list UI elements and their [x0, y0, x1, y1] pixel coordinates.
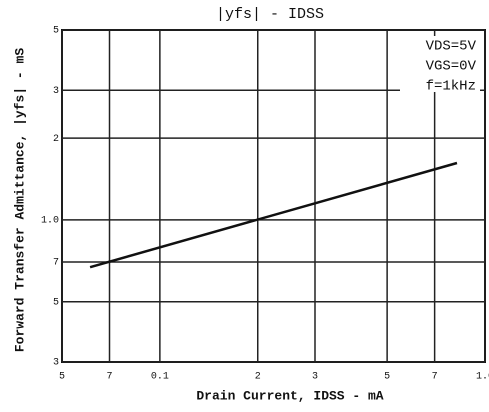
y-tick-label: 7 [53, 258, 59, 269]
x-tick-label: 7 [107, 372, 113, 383]
y-tick-label: 3 [53, 358, 59, 369]
annotation: VDS=5V [426, 39, 477, 55]
y-tick-label: 5 [53, 297, 59, 308]
x-axis-label: Drain Current, IDSS - mA [196, 388, 383, 403]
x-tick-label: 0.1 [151, 372, 169, 383]
x-tick-label: 5 [384, 372, 390, 383]
x-tick-label: 3 [312, 372, 318, 383]
x-tick-label: 5 [59, 372, 65, 383]
annotation: VGS=0V [426, 59, 477, 75]
y-tick-label: 5 [53, 26, 59, 37]
data-line [89, 161, 458, 269]
x-tick-label: 1.0 [476, 372, 489, 383]
chart-title: |yfs| - IDSS [216, 6, 324, 23]
y-tick-label: 2 [53, 134, 59, 145]
y-tick-label: 1.0 [41, 216, 59, 227]
y-tick-label: 3 [53, 86, 59, 97]
y-axis-label: Forward Transfer Admittance, |yfs| - mS [12, 48, 27, 352]
x-tick-label: 2 [255, 372, 261, 383]
annotation: f=1kHz [426, 79, 476, 95]
x-tick-label: 7 [432, 372, 438, 383]
annotation-box [400, 36, 480, 92]
